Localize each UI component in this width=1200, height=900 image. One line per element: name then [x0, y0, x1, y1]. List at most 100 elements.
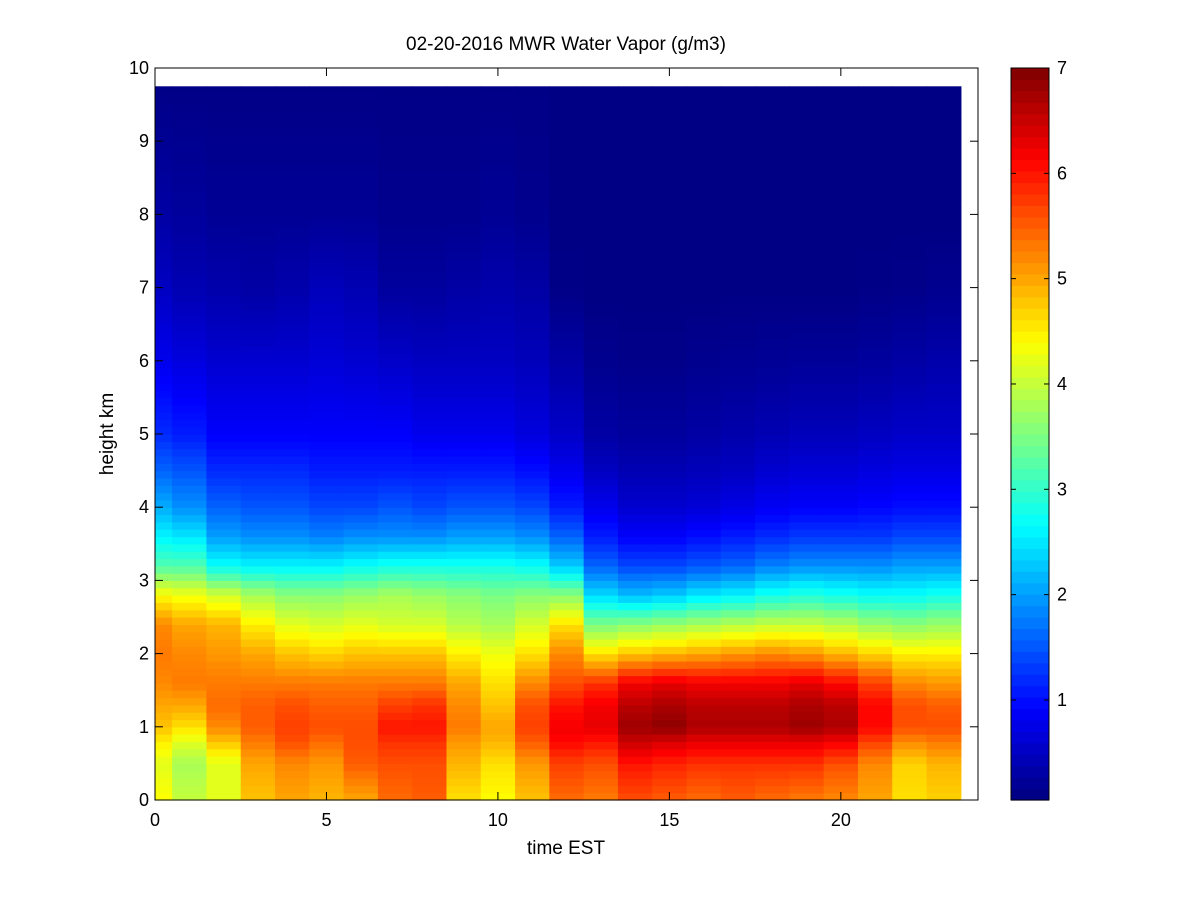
heatmap-cell: [240, 470, 276, 479]
heatmap-cell: [686, 177, 722, 186]
heatmap-cell: [789, 353, 825, 362]
heatmap-cell: [617, 587, 653, 596]
heatmap-cell: [480, 675, 516, 684]
heatmap-cell: [857, 565, 893, 574]
heatmap-cell: [515, 558, 550, 567]
heatmap-cell: [172, 602, 208, 611]
heatmap-cell: [720, 521, 756, 530]
heatmap-cell: [720, 382, 756, 391]
heatmap-cell: [755, 565, 790, 574]
heatmap-cell: [617, 646, 653, 655]
heatmap-cell: [515, 119, 550, 128]
heatmap-cell: [275, 141, 310, 150]
heatmap-cell: [275, 587, 310, 596]
heatmap-cell: [789, 551, 825, 560]
heatmap-cell: [549, 163, 585, 172]
heatmap-cell: [275, 602, 310, 611]
heatmap-cell: [480, 455, 516, 464]
heatmap-cell: [720, 792, 756, 801]
heatmap-cell: [515, 521, 550, 530]
heatmap-cell: [892, 704, 928, 713]
heatmap-cell: [755, 338, 790, 347]
y-tick-label: 9: [139, 131, 149, 151]
heatmap-cell: [515, 748, 550, 757]
heatmap-cell: [857, 434, 893, 442]
heatmap-cell: [412, 770, 448, 779]
heatmap-cell: [412, 434, 448, 442]
heatmap-cell: [926, 272, 962, 281]
heatmap-cell: [549, 214, 585, 223]
colorbar-step: [1011, 388, 1049, 401]
heatmap-cell: [823, 375, 859, 384]
heatmap-cell: [206, 455, 242, 464]
heatmap-cell: [926, 734, 962, 743]
heatmap-cell: [617, 86, 653, 91]
heatmap-cell: [515, 770, 550, 779]
heatmap-cell: [172, 499, 208, 508]
heatmap-cell: [343, 89, 379, 98]
heatmap-cell: [377, 104, 413, 113]
heatmap-cell: [275, 170, 310, 179]
heatmap-cell: [926, 192, 962, 201]
colorbar-step: [1011, 731, 1049, 744]
heatmap-cell: [515, 148, 550, 157]
heatmap-cell: [240, 419, 276, 428]
heatmap-cell: [686, 119, 722, 128]
heatmap-cell: [343, 221, 379, 230]
heatmap-cell: [857, 485, 893, 494]
heatmap-cell: [515, 287, 550, 296]
heatmap-cell: [720, 155, 756, 164]
heatmap-cell: [686, 133, 722, 142]
heatmap-cell: [926, 185, 962, 194]
heatmap-cell: [275, 229, 310, 237]
heatmap-cell: [377, 521, 413, 530]
heatmap-cell: [377, 485, 413, 494]
heatmap-cell: [617, 704, 653, 713]
heatmap-cell: [549, 89, 585, 98]
heatmap-cell: [686, 653, 722, 662]
heatmap-cell: [309, 221, 345, 230]
heatmap-cell: [446, 529, 482, 538]
heatmap-cell: [377, 463, 413, 472]
heatmap-cell: [275, 668, 310, 677]
heatmap-cell: [823, 785, 859, 794]
heatmap-cell: [755, 470, 790, 479]
heatmap-cell: [652, 419, 688, 428]
heatmap-cell: [240, 148, 276, 157]
heatmap-cell: [275, 207, 310, 215]
heatmap-cell: [240, 236, 276, 245]
heatmap-cell: [172, 536, 208, 545]
heatmap-cell: [892, 631, 928, 640]
heatmap-cell: [892, 419, 928, 428]
heatmap-cell: [309, 316, 345, 325]
heatmap-cell: [652, 609, 688, 618]
heatmap-cell: [789, 251, 825, 259]
heatmap-cell: [857, 258, 893, 267]
heatmap-cell: [549, 748, 585, 757]
heatmap-cell: [823, 280, 859, 289]
heatmap-cell: [549, 119, 585, 128]
heatmap-cell: [343, 741, 379, 750]
heatmap-cell: [275, 660, 310, 669]
heatmap-cell: [755, 507, 790, 516]
heatmap-cell: [155, 609, 173, 618]
heatmap-cell: [480, 653, 516, 662]
heatmap-cell: [652, 324, 688, 333]
heatmap-cell: [549, 712, 585, 721]
heatmap-cell: [583, 756, 619, 764]
heatmap-cell: [823, 148, 859, 157]
heatmap-cell: [617, 734, 653, 743]
heatmap-cell: [515, 294, 550, 303]
heatmap-cell: [789, 316, 825, 325]
heatmap-cell: [446, 565, 482, 574]
heatmap-cell: [446, 360, 482, 369]
heatmap-cell: [926, 653, 962, 662]
heatmap-cell: [412, 653, 448, 662]
heatmap-cell: [720, 104, 756, 113]
heatmap-cell: [446, 573, 482, 581]
heatmap-cell: [892, 148, 928, 157]
heatmap-cell: [309, 785, 345, 794]
heatmap-cell: [755, 748, 790, 757]
heatmap-cell: [686, 360, 722, 369]
heatmap-cell: [755, 229, 790, 237]
